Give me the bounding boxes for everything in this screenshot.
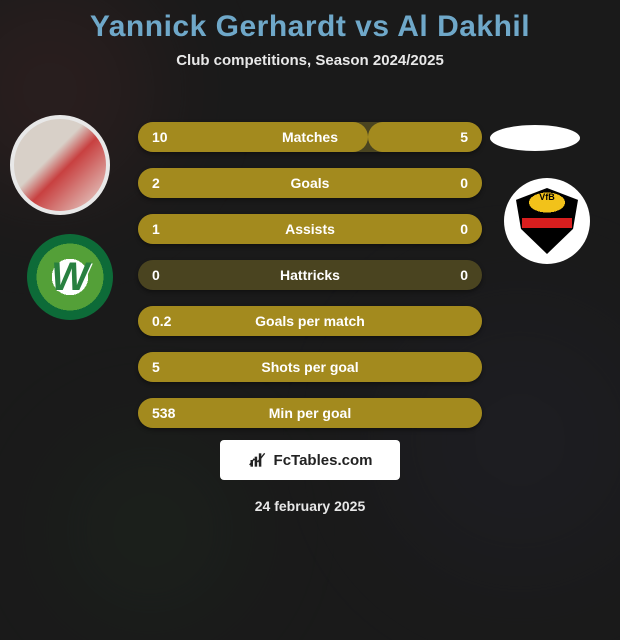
player-right-avatar	[490, 125, 580, 151]
footer-date: 24 february 2025	[0, 498, 620, 514]
footer-brand-badge: FcTables.com	[220, 440, 400, 480]
comparison-card: Yannick Gerhardt vs Al Dakhil Club compe…	[0, 0, 620, 580]
stat-value-right: 0	[460, 168, 468, 198]
club-right-logo-inner	[516, 188, 578, 254]
stat-row: 0.2Goals per match	[138, 306, 482, 336]
stat-label: Goals	[138, 168, 482, 198]
stat-row: 1Assists0	[138, 214, 482, 244]
page-title: Yannick Gerhardt vs Al Dakhil	[0, 0, 620, 44]
club-left-logo	[27, 234, 113, 320]
page-subtitle: Club competitions, Season 2024/2025	[0, 52, 620, 69]
stat-row: 538Min per goal	[138, 398, 482, 428]
stat-label: Matches	[138, 122, 482, 152]
footer-brand-text: FcTables.com	[274, 452, 373, 469]
stat-row: 5Shots per goal	[138, 352, 482, 382]
chart-icon	[248, 450, 268, 470]
stat-value-right: 0	[460, 260, 468, 290]
stat-label: Assists	[138, 214, 482, 244]
stat-row: 10Matches5	[138, 122, 482, 152]
club-right-logo	[504, 178, 590, 264]
stat-value-right: 0	[460, 214, 468, 244]
stat-label: Hattricks	[138, 260, 482, 290]
stat-label: Shots per goal	[138, 352, 482, 382]
stat-row: 0Hattricks0	[138, 260, 482, 290]
stat-label: Min per goal	[138, 398, 482, 428]
stat-label: Goals per match	[138, 306, 482, 336]
player-left-avatar	[10, 115, 110, 215]
stat-value-right: 5	[460, 122, 468, 152]
stat-row: 2Goals0	[138, 168, 482, 198]
stat-rows: 10Matches52Goals01Assists00Hattricks00.2…	[138, 122, 482, 444]
